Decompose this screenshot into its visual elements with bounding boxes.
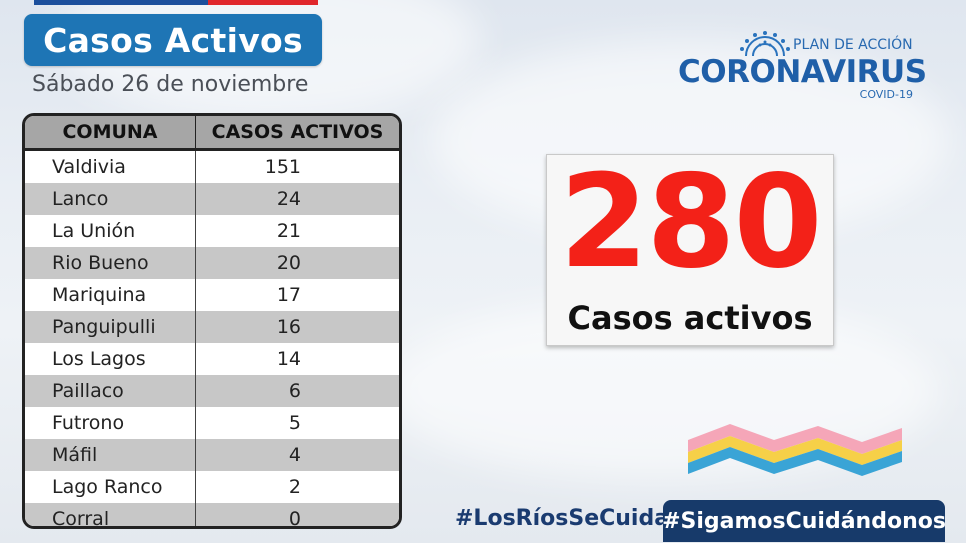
casos-cell: 24 — [195, 183, 399, 215]
rivers-waves-icon — [688, 424, 902, 476]
comuna-cell: Futrono — [25, 407, 196, 439]
comuna-cell: Lanco — [25, 183, 196, 215]
casos-cell: 16 — [195, 311, 399, 343]
casos-cell: 17 — [195, 279, 399, 311]
table-row: Futrono 5 — [25, 407, 399, 439]
logo-title: CORONAVIRUS — [678, 54, 927, 90]
table-row: Lanco 24 — [25, 183, 399, 215]
casos-cell: 0 — [195, 503, 399, 526]
casos-cell: 151 — [195, 149, 399, 183]
total-cases-label: Casos activos — [567, 299, 813, 337]
casos-cell: 20 — [195, 247, 399, 279]
comuna-cell: Mariquina — [25, 279, 196, 311]
casos-cell: 21 — [195, 215, 399, 247]
logo-plan-text: PLAN DE ACCIÓN — [793, 37, 913, 53]
title-banner: Casos Activos — [24, 14, 322, 66]
table-row: Los Lagos 14 — [25, 343, 399, 375]
comuna-cell: Valdivia — [25, 149, 196, 183]
casos-cell: 5 — [195, 407, 399, 439]
coronavirus-logo: PLAN DE ACCIÓN CORONAVIRUS COVID-19 — [676, 30, 927, 102]
hashtag-los-rios: #LosRíosSeCuida — [455, 506, 670, 531]
table-row: La Unión 21 — [25, 215, 399, 247]
comuna-cell: La Unión — [25, 215, 196, 247]
table-row: Mariquina 17 — [25, 279, 399, 311]
table-row: Máfil 4 — [25, 439, 399, 471]
page-title: Casos Activos — [43, 20, 303, 60]
date-label: Sábado 26 de noviembre — [32, 72, 309, 97]
header-casos: CASOS ACTIVOS — [195, 116, 399, 151]
table-row: Paillaco 6 — [25, 375, 399, 407]
casos-cell: 2 — [195, 471, 399, 503]
table-row: Corral 0 — [25, 503, 399, 526]
comuna-cell: Máfil — [25, 439, 196, 471]
comuna-cell: Rio Bueno — [25, 247, 196, 279]
top-stripe — [34, 0, 318, 5]
logo-subtitle: COVID-19 — [859, 88, 913, 101]
table-row: Rio Bueno 20 — [25, 247, 399, 279]
cases-table: COMUNA CASOS ACTIVOS Valdivia 151 Lanco 24… — [22, 113, 402, 529]
casos-cell: 6 — [195, 375, 399, 407]
casos-cell: 4 — [195, 439, 399, 471]
casos-cell: 14 — [195, 343, 399, 375]
comuna-cell: Panguipulli — [25, 311, 196, 343]
table-row: Panguipulli 16 — [25, 311, 399, 343]
comuna-cell: Los Lagos — [25, 343, 196, 375]
total-cases-card: 280 Casos activos — [546, 154, 834, 346]
header-comuna: COMUNA — [25, 116, 196, 151]
comuna-cell: Corral — [25, 503, 196, 526]
table-row: Valdivia 151 — [25, 149, 399, 183]
sun-icon — [740, 31, 790, 57]
table-row: Lago Ranco 2 — [25, 471, 399, 503]
total-cases-number: 280 — [559, 148, 822, 297]
comuna-cell: Lago Ranco — [25, 471, 196, 503]
hashtag-sigamos: #SigamosCuidándonos — [662, 508, 946, 534]
hashtag-banner: #SigamosCuidándonos — [662, 500, 946, 542]
comuna-cell: Paillaco — [25, 375, 196, 407]
